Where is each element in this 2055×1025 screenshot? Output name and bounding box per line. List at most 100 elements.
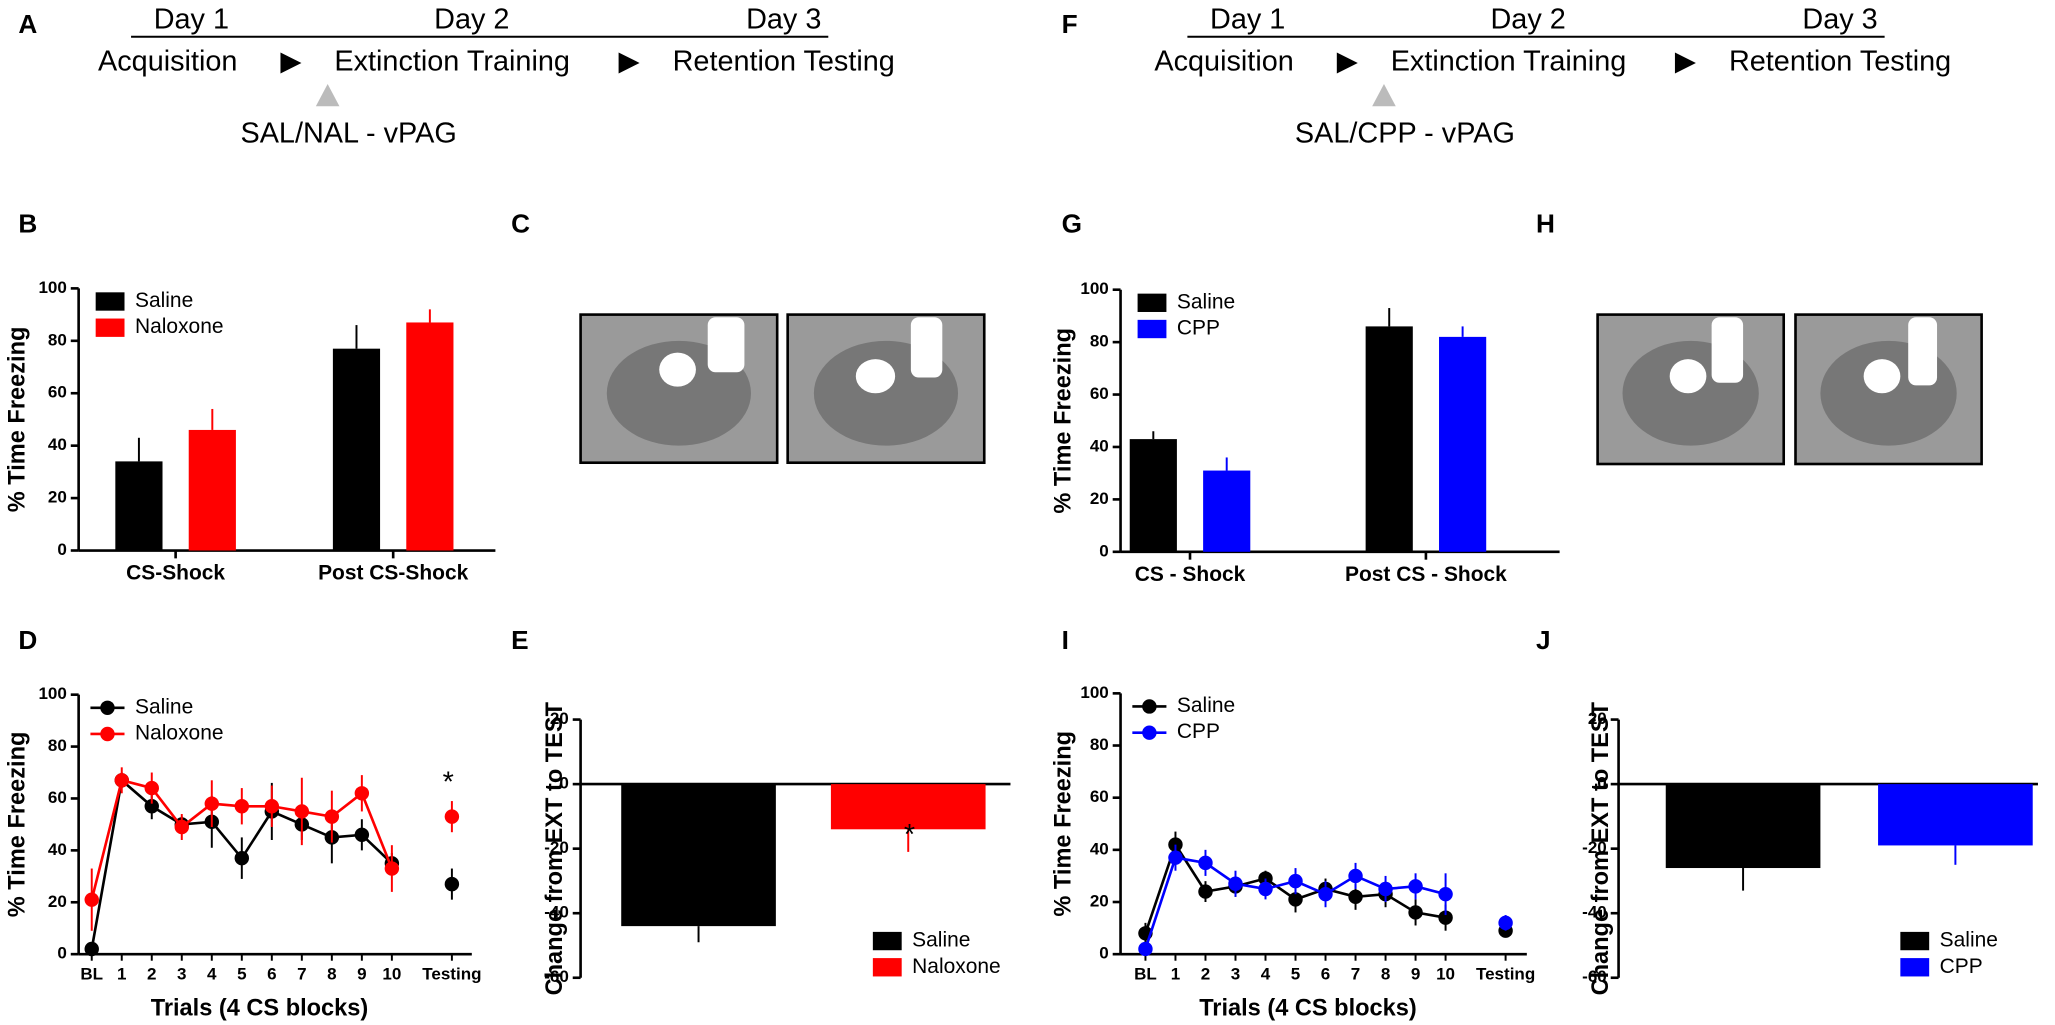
x-tick-label: BL <box>80 965 103 984</box>
legend-dot <box>100 726 115 742</box>
y-tick-label: 40 <box>48 840 67 859</box>
day-label: Day 1 <box>154 4 229 36</box>
point <box>1378 881 1393 897</box>
legend-swatch <box>1137 319 1167 339</box>
y-tick-label: 80 <box>1090 735 1109 754</box>
point <box>1348 889 1363 904</box>
annotation: * <box>443 766 454 798</box>
y-tick-label: 20 <box>1090 892 1109 911</box>
y-axis-label: % Time Freezing <box>4 732 30 918</box>
x-tick-label: 2 <box>1201 965 1210 984</box>
legend-swatch <box>872 958 902 977</box>
panel-letter: J <box>1536 625 1551 655</box>
y-tick-label: 80 <box>1090 332 1109 351</box>
x-tick-label: 9 <box>1411 965 1420 984</box>
stage-label: Acquisition <box>1154 46 1293 78</box>
legend-swatch <box>1900 958 1930 977</box>
x-tick-label: 5 <box>1291 965 1300 984</box>
x-tick-label: 1 <box>1171 965 1180 984</box>
x-tick-label: 1 <box>117 965 126 984</box>
x-tick-label: 10 <box>382 965 401 984</box>
arrow <box>280 52 302 74</box>
point <box>174 819 189 835</box>
point <box>1438 886 1453 902</box>
y-tick-label: 40 <box>1090 839 1109 858</box>
x-tick-label: 2 <box>147 965 156 984</box>
y-tick-label: 0 <box>559 774 568 793</box>
panel-letter: D <box>18 625 37 655</box>
x-tick-label: 6 <box>267 965 276 984</box>
y-tick-label: 0 <box>1099 541 1108 560</box>
point <box>264 799 280 814</box>
y-tick-label: -40 <box>544 903 569 922</box>
point <box>1168 850 1183 865</box>
panel-letter: B <box>18 208 37 238</box>
y-tick-label: -20 <box>544 838 569 857</box>
point <box>1408 905 1423 920</box>
y-axis-label: % Time Freezing <box>4 327 30 513</box>
y-tick-label: 0 <box>57 540 66 559</box>
point <box>234 799 250 814</box>
bar <box>1665 784 1821 869</box>
bar <box>332 348 381 551</box>
y-tick-label: 0 <box>57 944 66 963</box>
legend-label: Naloxone <box>135 722 224 745</box>
stage-label: Retention Testing <box>673 46 895 78</box>
legend-label: Saline <box>1177 290 1235 313</box>
y-tick-label: 100 <box>1080 279 1108 298</box>
x-tick-label: Post CS - Shock <box>1345 563 1507 586</box>
histology-c <box>579 313 986 465</box>
legend-label: Saline <box>1940 929 1998 952</box>
panel-letter: G <box>1062 208 1082 238</box>
legend-label: CPP <box>1177 720 1220 743</box>
legend-dot <box>1142 725 1157 740</box>
point <box>294 804 310 819</box>
injection-marker <box>1372 83 1396 107</box>
point <box>354 786 370 801</box>
bar <box>1365 326 1413 552</box>
point <box>1258 881 1273 897</box>
y-tick-label: 20 <box>48 892 67 911</box>
y-tick-label: 60 <box>48 788 67 807</box>
y-axis-label: % Time Freezing <box>1049 731 1075 917</box>
x-axis-label: Trials (4 CS blocks) <box>151 994 369 1020</box>
legend-dot <box>100 700 115 715</box>
bar <box>830 784 986 830</box>
bar <box>188 429 236 551</box>
bar <box>1203 470 1251 552</box>
bar <box>1439 336 1487 552</box>
point <box>1408 879 1423 894</box>
point <box>84 892 99 907</box>
histology-h <box>1596 313 1983 466</box>
point <box>1318 886 1333 902</box>
panel-letter: I <box>1062 625 1069 655</box>
day-label: Day 1 <box>1210 4 1285 36</box>
y-tick-label: 80 <box>48 736 67 755</box>
x-tick-label: 10 <box>1436 965 1455 984</box>
point <box>354 827 370 843</box>
panel-letter: C <box>511 208 530 238</box>
point <box>204 796 219 811</box>
x-tick-label: 7 <box>1351 965 1360 984</box>
point <box>384 861 400 876</box>
point <box>1288 892 1303 907</box>
y-tick-label: 0 <box>1597 774 1606 793</box>
point <box>324 809 340 824</box>
x-tick-label: 4 <box>1261 965 1271 984</box>
y-tick-label: 20 <box>1090 489 1109 508</box>
x-tick-label: BL <box>1134 965 1157 984</box>
legend-swatch <box>95 292 125 311</box>
y-tick-label: -20 <box>1582 838 1607 857</box>
x-tick-label: CS-Shock <box>126 562 225 585</box>
point <box>234 850 250 866</box>
x-tick-label: 6 <box>1321 965 1330 984</box>
arrow <box>1674 52 1696 74</box>
y-tick-label: 100 <box>1080 683 1108 702</box>
day-label: Day 2 <box>434 4 509 36</box>
y-tick-label: -40 <box>1582 903 1607 922</box>
y-tick-label: 60 <box>48 383 67 402</box>
legend-label: Saline <box>912 929 970 952</box>
y-tick-label: 20 <box>1588 709 1607 728</box>
legend-dot <box>1142 699 1157 714</box>
injection-marker <box>315 83 340 107</box>
